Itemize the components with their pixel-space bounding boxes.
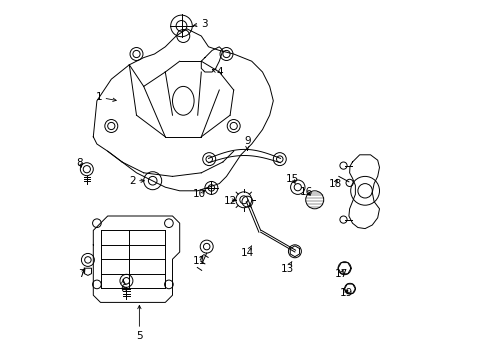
Text: 16: 16 xyxy=(299,187,312,197)
Text: 3: 3 xyxy=(193,19,207,29)
Text: 10: 10 xyxy=(193,189,205,199)
Text: 1: 1 xyxy=(95,92,116,102)
Text: 7: 7 xyxy=(78,269,85,279)
Text: 6: 6 xyxy=(120,279,126,294)
Text: 19: 19 xyxy=(339,288,352,298)
Text: 18: 18 xyxy=(328,179,341,189)
Text: 8: 8 xyxy=(76,158,83,168)
Text: 5: 5 xyxy=(136,305,142,341)
Text: 9: 9 xyxy=(244,136,250,150)
Text: 12: 12 xyxy=(224,196,237,206)
Text: 14: 14 xyxy=(240,246,253,258)
Text: 2: 2 xyxy=(129,176,144,186)
Text: 17: 17 xyxy=(334,269,347,279)
Text: 11: 11 xyxy=(192,255,206,266)
Text: 13: 13 xyxy=(280,261,293,274)
Text: 15: 15 xyxy=(285,174,298,184)
Text: 4: 4 xyxy=(212,67,223,77)
